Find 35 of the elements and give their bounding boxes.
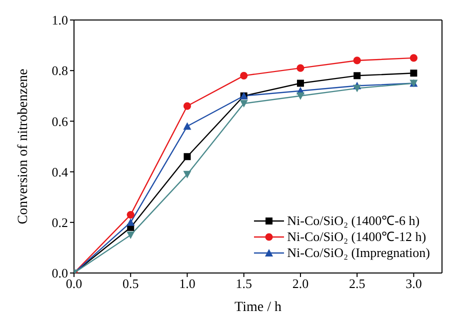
y-tick-label: 0.0 [52, 266, 68, 281]
x-tick-label: 3.0 [406, 276, 422, 292]
y-tick-label: 0.4 [52, 164, 68, 180]
point [296, 80, 304, 87]
y-axis-title: Conversion of nitrobenzene [16, 68, 31, 224]
point [353, 56, 361, 64]
x-tick-label: 1.5 [236, 276, 252, 292]
point [126, 232, 135, 240]
x-tick-label: 2.0 [292, 276, 309, 292]
x-axis-title: Time / h [234, 300, 282, 315]
point [410, 54, 418, 62]
point [296, 92, 304, 100]
legend-label: Ni-Co/SiO₂ (1400℃-6 h) [287, 213, 420, 229]
y-tick-label: 0.6 [52, 114, 68, 129]
point [183, 102, 192, 110]
point [183, 170, 192, 178]
point [126, 218, 135, 226]
x-tick-label: 1.0 [179, 276, 196, 292]
x-tick-label: 2.5 [348, 276, 366, 292]
point [296, 64, 304, 72]
x-tick-label: 0.0 [66, 276, 82, 292]
point [183, 122, 192, 130]
legend-label: Ni-Co/SiO₂ (1400℃-12 h) [287, 229, 426, 245]
point [354, 72, 361, 80]
y-tick-label: 0.8 [52, 63, 68, 78]
y-tick-label: 1.0 [52, 12, 68, 28]
point [410, 70, 418, 77]
x-tick-label: 0.5 [122, 276, 139, 292]
point [353, 84, 362, 92]
y-tick-label: 0.2 [52, 215, 68, 230]
point [126, 211, 134, 219]
point [184, 153, 191, 160]
point [240, 100, 248, 108]
point [240, 72, 248, 80]
legend-label: Ni-Co/SiO₂ (Impregnation) [287, 245, 430, 261]
